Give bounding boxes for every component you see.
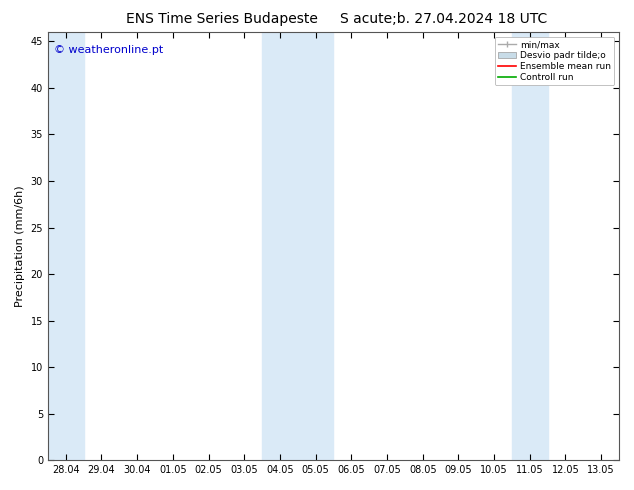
- Bar: [262, 32, 333, 460]
- Text: S acute;b. 27.04.2024 18 UTC: S acute;b. 27.04.2024 18 UTC: [340, 12, 547, 26]
- Legend: min/max, Desvio padr tilde;o, Ensemble mean run, Controll run: min/max, Desvio padr tilde;o, Ensemble m…: [495, 37, 614, 85]
- Text: ENS Time Series Budapeste: ENS Time Series Budapeste: [126, 12, 318, 26]
- Text: © weatheronline.pt: © weatheronline.pt: [54, 45, 163, 55]
- Bar: [48, 32, 84, 460]
- Y-axis label: Precipitation (mm/6h): Precipitation (mm/6h): [15, 185, 25, 307]
- Bar: [512, 32, 548, 460]
